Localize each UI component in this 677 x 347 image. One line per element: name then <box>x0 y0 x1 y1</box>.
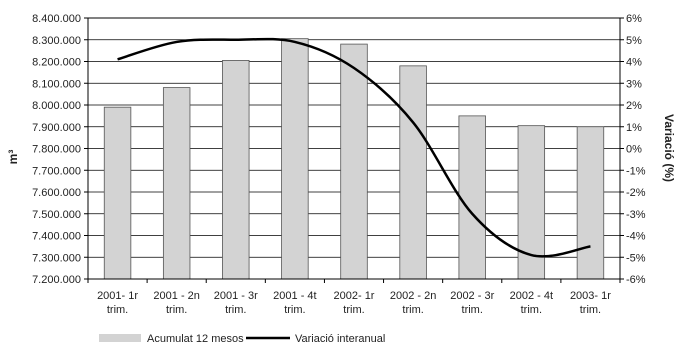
y-right-tick-label: -3% <box>626 209 646 221</box>
bar <box>517 125 546 280</box>
x-tick-label: 2001- 1r trim. <box>97 290 138 316</box>
y-left-tick-label: 8.000.000 <box>32 100 81 112</box>
x-tick-label: 2002 - 3r trim. <box>450 290 494 316</box>
y-left-tick-label: 7.200.000 <box>32 274 81 286</box>
y-right-tick-label: -1% <box>626 165 646 177</box>
y-axis-left-ticks: 7.200.000 7.300.000 7.400.000 7.500.000 7.60… <box>32 13 88 286</box>
bar-series <box>103 38 605 280</box>
y-axis-right-ticks: -6% -5% -4% -3% -2% -1% 0% 1% 2% 3% 4% 5% 6% <box>620 13 646 286</box>
bar <box>281 38 309 280</box>
y-right-tick-label: 1% <box>626 122 642 134</box>
y-right-tick-label: 4% <box>626 57 642 69</box>
bar <box>458 115 486 280</box>
y-left-tick-label: 7.500.000 <box>32 209 81 221</box>
y-right-tick-label: 3% <box>626 78 642 90</box>
y-left-tick-label: 7.400.000 <box>32 231 81 243</box>
y-right-tick-label: 6% <box>626 13 642 25</box>
y-axis-left-label: m³ <box>6 150 20 165</box>
x-tick-label: 2001 - 3r trim. <box>214 290 258 316</box>
bar <box>340 43 368 280</box>
y-right-tick-label: -5% <box>626 252 646 264</box>
legend-label-line: Variació interanual <box>295 333 385 345</box>
bar <box>222 60 250 280</box>
y-right-tick-label: 5% <box>626 35 642 47</box>
y-right-tick-label: -2% <box>626 187 646 199</box>
y-left-tick-label: 7.900.000 <box>32 122 81 134</box>
y-left-tick-label: 8.300.000 <box>32 35 81 47</box>
line-series-variacio <box>117 37 591 258</box>
x-tick-label: 2002- 1r trim. <box>334 290 375 316</box>
y-left-tick-label: 7.800.000 <box>32 144 81 156</box>
y-left-tick-label: 7.600.000 <box>32 187 81 199</box>
legend-swatch-bars <box>99 334 141 342</box>
x-tick-label: 2002 - 2n trim. <box>390 290 436 316</box>
y-left-tick-label: 8.400.000 <box>32 13 81 25</box>
y-right-tick-label: 2% <box>626 100 642 112</box>
legend: Acumulat 12 mesos Variació interanual <box>99 333 385 345</box>
bar <box>576 126 605 280</box>
legend-label-bars: Acumulat 12 mesos <box>147 333 244 345</box>
bar <box>162 87 191 280</box>
x-tick-label: 2003- 1r trim. <box>570 290 611 316</box>
y-left-tick-label: 7.700.000 <box>32 165 81 177</box>
y-right-tick-label: 0% <box>626 144 642 156</box>
y-right-tick-label: -4% <box>626 231 646 243</box>
y-left-tick-label: 8.200.000 <box>32 57 81 69</box>
x-tick-label: 2002 - 4t trim. <box>510 290 553 316</box>
bar <box>103 106 132 280</box>
x-tick-label: 2001 - 4t trim. <box>273 290 316 316</box>
x-axis-ticks: 2001- 1r trim. 2001 - 2n trim. 2001 - 3r trim… <box>87 279 621 316</box>
y-left-tick-label: 7.300.000 <box>32 252 81 264</box>
y-left-tick-label: 8.100.000 <box>32 78 81 90</box>
x-tick-label: 2001 - 2n trim. <box>153 290 199 316</box>
bar <box>399 65 427 280</box>
y-axis-right-label: Variació (%) <box>662 114 676 182</box>
y-right-tick-label: -6% <box>626 274 646 286</box>
